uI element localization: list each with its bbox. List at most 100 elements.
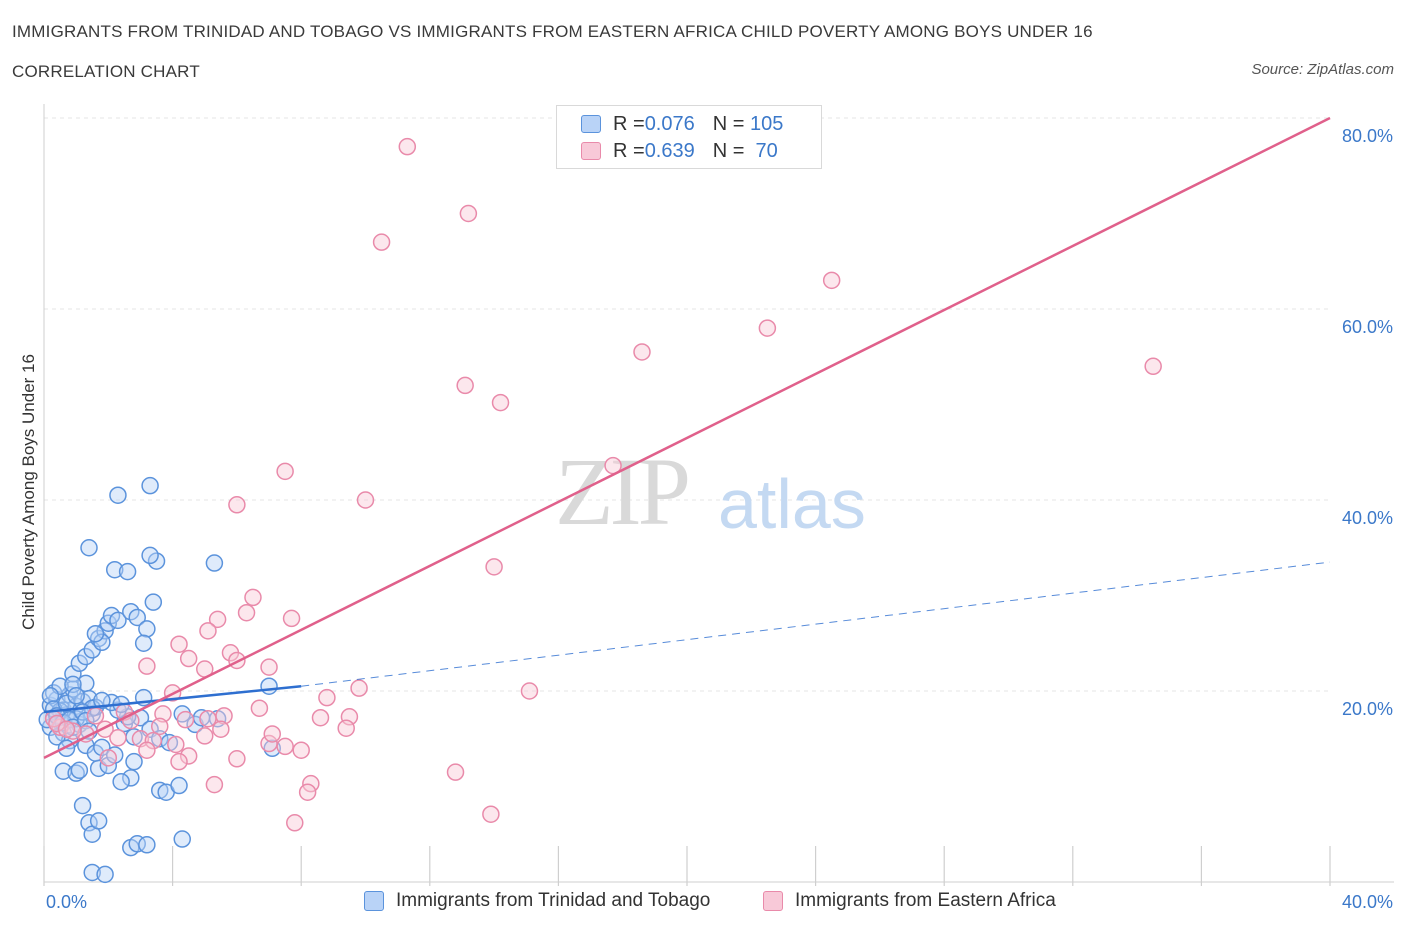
data-point-pink [485,558,503,576]
trend-line-pink [43,116,1331,759]
legend-n-label: N = [712,139,750,162]
data-point-blue [173,830,191,848]
trend-line-blue-dashed [301,561,1331,687]
data-point-blue [86,624,105,643]
data-point-pink [1144,357,1162,376]
tick-labels: 20.0% 40.0% 60.0% 80.0% 0.0% 40.0% [46,126,1393,912]
watermark-atlas: atlas [718,465,866,543]
y-tick-label: 20.0% [1342,699,1393,719]
data-point-pink [57,720,76,738]
data-point-blue [122,769,140,787]
data-point-pink [318,688,336,707]
data-point-pink [244,588,262,607]
data-point-pink [446,763,465,781]
legend-item-trinidad[interactable]: Immigrants from Trinidad and Tobago [364,890,710,912]
legend-n-label: N = [712,112,750,135]
chart-subtitle: CORRELATION CHART [12,62,200,81]
data-point-pink [276,737,294,756]
data-point-pink [150,717,169,736]
data-point-pink [212,720,230,738]
data-point-pink [356,491,375,509]
watermark-zip: ZIP [555,438,688,545]
data-point-pink [176,710,195,729]
y-axis-label: Child Poverty Among Boys Under 16 [19,354,38,630]
data-point-blue [138,836,156,854]
data-point-pink [482,805,500,823]
data-point-pink [99,749,118,767]
data-point-pink [215,707,233,725]
data-point-blue [144,593,163,611]
data-point-pink [208,610,227,629]
legend-swatch-blue [581,115,601,133]
data-point-blue [73,796,92,815]
data-point-blue [96,865,114,884]
correlation-legend: R = 0.076 N = 105 R = 0.639 N = 70 [556,105,822,169]
legend-label: Immigrants from Trinidad and Tobago [396,890,711,911]
data-point-blue [70,654,89,673]
legend-r-value: 0.639 [644,139,695,162]
data-point-pink [205,775,224,794]
chart-title: IMMIGRANTS FROM TRINIDAD AND TOBAGO VS I… [12,22,1093,41]
legend-swatch-blue [364,891,384,911]
data-point-blue [260,677,278,695]
data-point-blue [41,687,60,705]
legend-n-value: 105 [750,112,784,135]
data-point-blue [105,560,124,579]
data-point-pink [260,658,278,676]
legend-r-value: 0.076 [644,112,695,135]
legend-label: Immigrants from Eastern Africa [795,890,1056,911]
data-point-pink [282,609,301,628]
data-point-blue [89,812,108,830]
x-tick-label: 0.0% [46,892,87,912]
data-point-pink [372,233,391,251]
data-point-blue [67,687,85,705]
data-point-pink [196,727,214,745]
data-point-blue [112,772,130,791]
data-point-pink [179,747,198,765]
data-point-blue [141,476,159,495]
data-point-blue [205,554,224,572]
data-point-pink [337,719,355,737]
data-point-pink [179,649,198,668]
axes [43,104,1394,886]
data-point-blue [170,776,188,795]
y-tick-label: 60.0% [1342,317,1393,337]
data-point-pink [286,814,304,832]
data-point-blue [109,486,127,504]
data-point-pink [138,657,156,675]
data-point-blue [118,562,137,581]
legend-r-label: R = [613,112,645,135]
data-point-pink [250,699,269,717]
data-point-blue [77,711,95,730]
data-point-blue [150,730,169,748]
data-point-pink [138,741,156,759]
source-credit: Source: ZipAtlas.com [1251,61,1394,78]
data-point-pink [633,343,651,361]
data-point-blue [93,691,111,710]
data-point-blue [125,752,143,771]
legend-row-blue: R = 0.076 N = 105 [581,112,783,136]
data-point-pink [170,635,188,653]
data-point-pink [167,735,185,754]
data-point-pink [170,752,188,771]
data-point-pink [199,709,217,728]
data-point-pink [199,622,217,640]
data-point-pink [48,714,66,733]
y-tick-label: 40.0% [1342,508,1393,528]
data-point-pink [459,204,478,223]
data-point-blue [150,781,169,800]
trend-lines [43,116,1331,759]
data-point-pink [292,741,310,759]
data-point-pink [228,750,246,768]
legend-swatch-pink [581,142,601,160]
legend-item-eastern-africa[interactable]: Immigrants from Eastern Africa [763,890,1056,912]
data-point-pink [109,729,127,747]
data-point-pink [491,393,510,412]
legend-r-label: R = [613,139,645,162]
y-tick-label: 80.0% [1342,126,1393,146]
legend-swatch-pink [763,891,783,911]
data-point-pink [263,725,282,743]
data-point-pink [298,783,317,801]
gridlines [44,117,1330,692]
